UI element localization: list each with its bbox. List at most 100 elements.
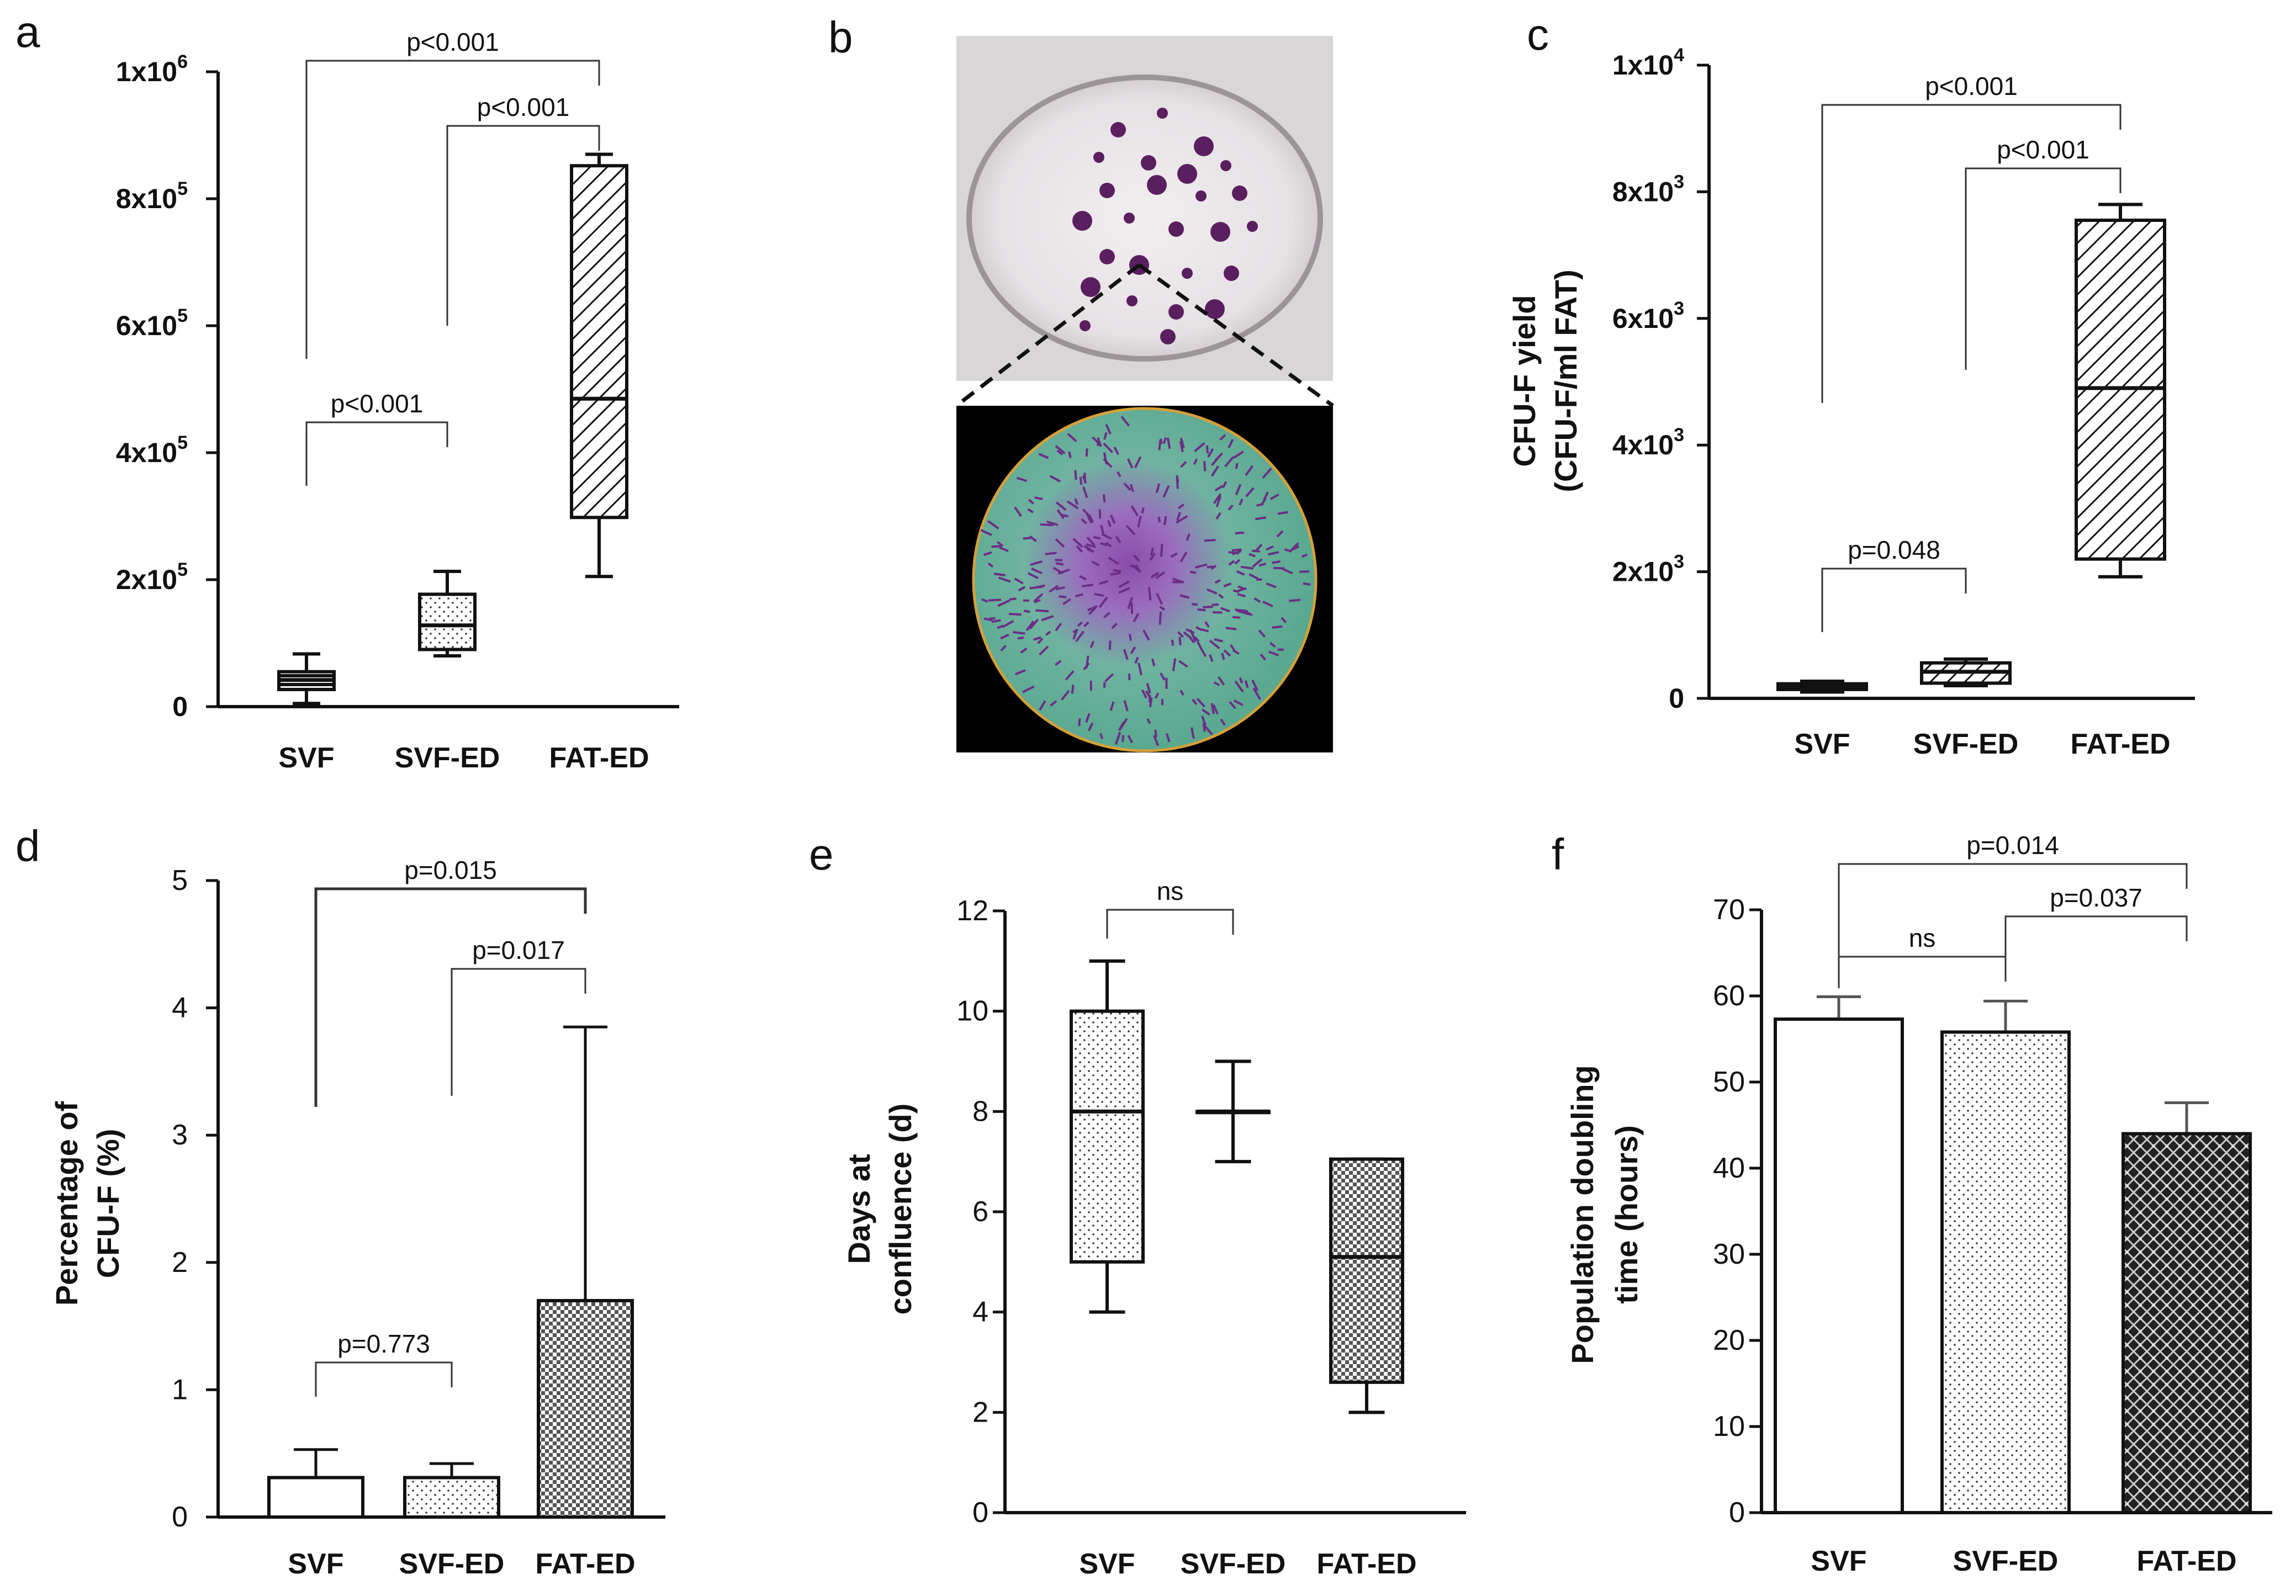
cell-stroke [1255, 516, 1267, 521]
cell-stroke [1035, 609, 1049, 613]
cell-stroke [1248, 573, 1259, 580]
y-tick-label-d: 5 [172, 865, 188, 897]
cell-stroke [1222, 481, 1228, 489]
cell-stroke [1046, 520, 1059, 526]
cell-stroke [1125, 524, 1136, 535]
cell-stroke [1252, 687, 1262, 701]
cell-stroke [1077, 621, 1083, 627]
cell-stroke [1157, 517, 1161, 523]
cell-stroke [1108, 556, 1119, 565]
significance-bracket [446, 125, 600, 326]
y-tick-label-c: 6x103 [1612, 298, 1684, 334]
cell-stroke [1224, 456, 1234, 468]
cell-stroke [1000, 644, 1007, 652]
cell-stroke [1034, 496, 1043, 500]
colony-spot [1195, 190, 1207, 202]
significance-label: p=0.015 [404, 856, 497, 884]
cell-stroke [1178, 637, 1182, 646]
y-tick-label-e: 8 [972, 1095, 988, 1127]
cell-stroke [1079, 476, 1083, 485]
cell-stroke [1179, 594, 1190, 599]
cell-stroke [1034, 584, 1046, 589]
cell-stroke [1233, 450, 1244, 459]
x-category-label-f: SVF-ED [1953, 1545, 2059, 1577]
cell-stroke [1179, 552, 1188, 563]
cell-stroke [1159, 438, 1163, 444]
cell-stroke [1194, 563, 1208, 569]
colony-spot [1110, 122, 1126, 137]
cell-stroke [1014, 577, 1024, 585]
cell-stroke [1082, 508, 1091, 517]
cell-stroke [1160, 672, 1166, 681]
cell-stroke [1235, 463, 1239, 469]
cell-stroke [1065, 670, 1075, 681]
cell-stroke [1076, 545, 1083, 553]
y-tick-label-e: 12 [956, 895, 988, 927]
cell-stroke [1204, 621, 1210, 628]
cell-stroke [1289, 542, 1299, 553]
cell-stroke [1031, 568, 1043, 575]
cell-stroke [1166, 437, 1171, 449]
cell-stroke [1129, 484, 1135, 492]
cell-stroke [993, 572, 1006, 576]
cell-stroke [1074, 470, 1077, 480]
y-tick-label-c: 2x103 [1612, 552, 1684, 587]
cell-stroke [1245, 487, 1255, 497]
cell-stroke [1237, 587, 1247, 592]
cell-stroke [1072, 628, 1079, 634]
cell-stroke [1149, 697, 1153, 708]
cell-stroke [1079, 575, 1087, 581]
cell-stroke [1299, 570, 1310, 573]
cell-stroke [1239, 677, 1243, 683]
y-tick-exp: 5 [177, 559, 188, 580]
cell-stroke [1014, 506, 1022, 517]
cell-stroke [1151, 658, 1156, 666]
cell-stroke [999, 546, 1009, 553]
colony-spot [1168, 221, 1184, 237]
cell-stroke [1128, 633, 1133, 641]
cell-stroke [1039, 700, 1046, 711]
cell-stroke [1251, 679, 1259, 691]
cell-stroke [1078, 718, 1081, 727]
bar-f-0 [1774, 1017, 1904, 1514]
y-tick-base: 8x10 [116, 183, 177, 214]
cell-stroke [1088, 607, 1097, 616]
cell-stroke [1266, 582, 1277, 588]
cell-stroke [1120, 416, 1130, 427]
chart-d: 0 1 2 3 4 5 SVF SVF-ED FAT-ED Percentage of CFU-F … [49, 856, 665, 1580]
cell-stroke [1268, 650, 1279, 656]
cell-stroke [1033, 599, 1041, 603]
y-tick-base: 6x10 [116, 310, 177, 341]
cell-stroke [1183, 631, 1192, 639]
cell-stroke [1099, 733, 1104, 740]
x-category-label-d: SVF-ED [399, 1548, 505, 1580]
bar-d-1 [403, 1476, 500, 1519]
x-category-label-e: SVF-ED [1181, 1548, 1286, 1580]
cell-stroke [1103, 452, 1108, 465]
cell-stroke [1075, 593, 1083, 598]
box-e-2 [1329, 1157, 1404, 1384]
x-category-label-f: SVF [1811, 1545, 1866, 1577]
cell-stroke [1258, 629, 1266, 638]
cell-stroke [983, 617, 993, 622]
y-tick-base: 1x10 [1612, 50, 1674, 81]
cell-stroke [991, 545, 1002, 548]
panel-label-e: e [809, 830, 834, 879]
cell-stroke [1244, 680, 1249, 688]
colony-spot [1072, 211, 1092, 231]
cell-stroke [1199, 646, 1207, 658]
cell-stroke [1055, 538, 1065, 548]
cell-stroke [1040, 523, 1054, 527]
cell-stroke [1303, 582, 1311, 586]
cell-stroke [1179, 441, 1184, 453]
y-tick-base: 1x10 [116, 56, 177, 87]
cell-stroke [1099, 542, 1108, 547]
cell-stroke [1236, 609, 1250, 616]
cell-stroke [1126, 458, 1134, 469]
cell-stroke [1029, 535, 1037, 543]
bar-f-2 [2122, 1132, 2252, 1515]
cell-stroke [1123, 649, 1129, 660]
cell-stroke [1099, 580, 1109, 585]
cell-stroke [1107, 520, 1112, 528]
